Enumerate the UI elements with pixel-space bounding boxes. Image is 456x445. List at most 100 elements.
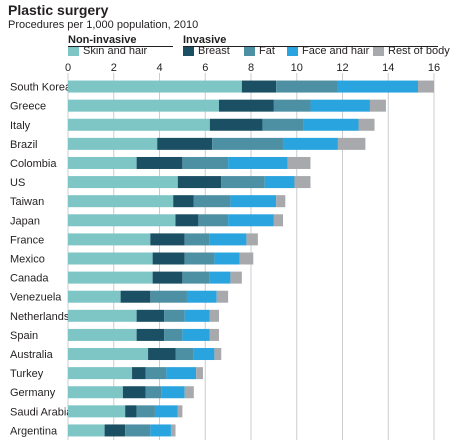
chart-title: Plastic surgery [8,2,109,18]
bar-australia-face-and-hair [193,348,215,361]
x-tick-label-6: 6 [202,62,208,74]
bar-canada-face-and-hair [209,271,231,284]
bar-australia-rest-of-body [214,348,222,361]
legend-swatch-rest-of-body [373,46,384,56]
legend-group-rule-invasive [183,46,438,47]
bar-colombia-face-and-hair [228,156,288,169]
bar-us-face-and-hair [264,176,295,189]
bar-taiwan-skin-and-hair [68,195,174,208]
legend-label-rest-of-body: Rest of body [388,45,450,57]
bar-colombia-skin-and-hair [68,156,137,169]
category-label-taiwan: Taiwan [10,196,44,208]
chart-subtitle: Procedures per 1,000 population, 2010 [8,19,199,31]
bar-south-korea-rest-of-body [417,80,434,93]
legend-label-breast: Breast [198,45,230,57]
bar-argentina-breast [104,424,126,437]
legend-group-rule-non-invasive [68,46,173,47]
bar-brazil-face-and-hair [283,137,338,150]
bar-colombia-fat [182,156,229,169]
bar-netherlands-rest-of-body [209,309,219,322]
bar-venezuela-skin-and-hair [68,290,121,303]
bar-argentina-face-and-hair [150,424,171,437]
bar-venezuela-face-and-hair [186,290,217,303]
bar-venezuela-rest-of-body [216,290,229,303]
bar-canada-breast [152,271,183,284]
bar-spain-face-and-hair [182,328,210,341]
bar-brazil-rest-of-body [337,137,366,150]
bar-brazil-fat [212,137,284,150]
bar-argentina-skin-and-hair [68,424,105,437]
bar-france-breast [150,233,185,246]
bar-greece-face-and-hair [310,99,370,112]
legend-label-fat: Fat [259,45,275,57]
x-tick-label-4: 4 [156,62,162,74]
category-label-argentina: Argentina [10,425,58,437]
category-label-us: US [10,177,25,189]
bar-turkey-fat [145,367,167,380]
bar-germany-face-and-hair [161,386,185,399]
bar-canada-fat [182,271,210,284]
bar-australia-fat [175,348,194,361]
bar-colombia-breast [136,156,183,169]
bar-mexico-face-and-hair [214,252,240,265]
category-label-greece: Greece [10,101,46,113]
x-tick-label-8: 8 [248,62,254,74]
bar-mexico-rest-of-body [239,252,254,265]
category-label-venezuela: Venezuela [10,292,62,304]
category-label-colombia: Colombia [10,158,57,170]
bar-germany-fat [145,386,162,399]
bar-south-korea-face-and-hair [337,80,418,93]
bar-taiwan-breast [173,195,194,208]
bar-greece-breast [218,99,274,112]
bar-spain-skin-and-hair [68,328,137,341]
bar-turkey-skin-and-hair [68,367,133,380]
bar-brazil-skin-and-hair [68,137,158,150]
bar-mexico-breast [152,252,185,265]
bar-south-korea-skin-and-hair [68,80,242,93]
bar-netherlands-face-and-hair [184,309,210,322]
bar-us-breast [177,176,222,189]
legend-label-face-and-hair: Face and hair [302,45,370,57]
legend-item-face-and-hair: Face and hair [287,45,369,57]
bar-argentina-fat [125,424,151,437]
x-tick-label-0: 0 [65,62,71,74]
category-label-brazil: Brazil [10,139,38,151]
bar-australia-skin-and-hair [68,348,149,361]
category-label-germany: Germany [10,387,56,399]
category-label-spain: Spain [10,330,38,342]
bar-france-rest-of-body [246,233,258,246]
bar-spain-breast [136,328,165,341]
bar-saudi-arabia-breast [125,405,137,418]
bar-us-rest-of-body [294,176,311,189]
x-tick-label-16: 16 [428,62,440,74]
legend-group-invasive: Invasive [183,34,227,46]
bar-taiwan-face-and-hair [230,195,277,208]
bar-australia-breast [148,348,176,361]
bar-spain-rest-of-body [209,328,219,341]
category-label-saudi-arabia: Saudi Arabia [10,406,73,418]
bar-france-face-and-hair [209,233,247,246]
bar-argentina-rest-of-body [170,424,176,437]
bar-japan-face-and-hair [228,214,274,227]
bar-venezuela-fat [150,290,187,303]
bar-saudi-arabia-fat [136,405,155,418]
bar-venezuela-breast [120,290,151,303]
legend-swatch-skin-and-hair [68,46,79,56]
bar-greece-fat [273,99,311,112]
bar-italy-skin-and-hair [68,118,210,131]
legend-swatch-breast [183,46,194,56]
bar-turkey-breast [132,367,146,380]
legend-item-rest-of-body: Rest of body [373,45,450,57]
bar-japan-breast [175,214,199,227]
x-tick-label-2: 2 [111,62,117,74]
bar-south-korea-fat [276,80,338,93]
bar-us-skin-and-hair [68,176,178,189]
bar-france-fat [184,233,210,246]
bar-greece-skin-and-hair [68,99,219,112]
legend-swatch-fat [244,46,255,56]
bar-japan-rest-of-body [273,214,284,227]
legend-swatch-face-and-hair [287,46,298,56]
bar-saudi-arabia-rest-of-body [177,405,183,418]
bar-japan-skin-and-hair [68,214,176,227]
bar-france-skin-and-hair [68,233,151,246]
